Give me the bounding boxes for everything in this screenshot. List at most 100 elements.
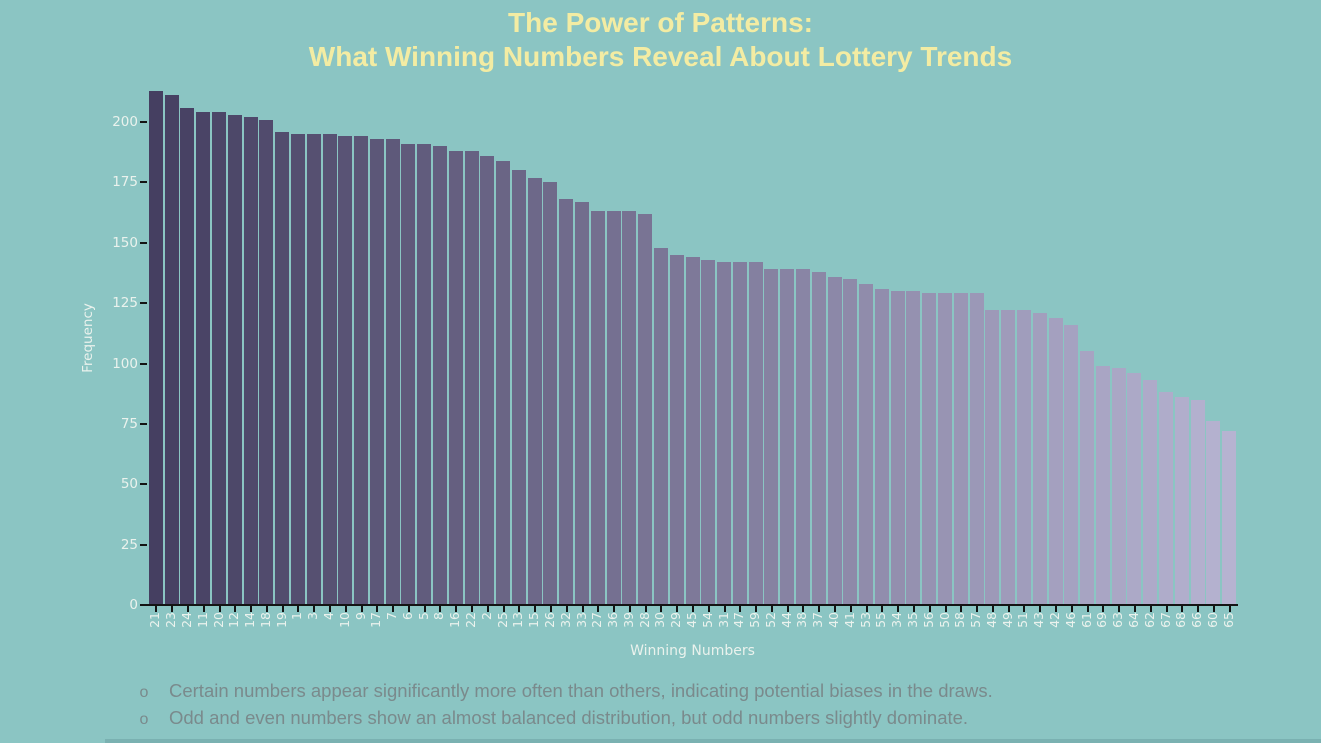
x-tick bbox=[534, 605, 537, 612]
bar-number-28 bbox=[638, 213, 653, 605]
x-tick bbox=[297, 605, 300, 612]
bar-number-49 bbox=[1001, 310, 1016, 605]
x-tick-label: 7 bbox=[384, 612, 400, 620]
x-tick bbox=[865, 605, 868, 612]
x-tick-label: 68 bbox=[1173, 612, 1189, 628]
bar-number-24 bbox=[180, 107, 195, 605]
x-tick-label: 69 bbox=[1094, 612, 1110, 628]
bar-number-18 bbox=[259, 119, 274, 605]
x-tick-label: 1 bbox=[289, 612, 305, 620]
x-tick bbox=[928, 605, 931, 612]
bar-number-31 bbox=[717, 262, 732, 605]
y-tick-label: 100 bbox=[112, 355, 138, 372]
x-tick bbox=[155, 605, 158, 612]
bar-number-43 bbox=[1032, 312, 1047, 605]
x-tick-label: 63 bbox=[1110, 612, 1126, 628]
bar-number-27 bbox=[590, 211, 605, 605]
x-tick-label: 52 bbox=[762, 612, 778, 628]
x-tick bbox=[770, 605, 773, 612]
x-tick-label: 58 bbox=[952, 612, 968, 628]
chart-title-line1: The Power of Patterns: bbox=[508, 7, 813, 38]
x-tick bbox=[628, 605, 631, 612]
x-tick bbox=[802, 605, 805, 612]
x-tick bbox=[881, 605, 884, 612]
bar-number-22 bbox=[464, 150, 479, 605]
y-tick-label: 200 bbox=[112, 114, 138, 130]
x-tick-label: 55 bbox=[873, 612, 889, 628]
y-tick-label: 50 bbox=[120, 476, 138, 493]
x-tick bbox=[818, 605, 821, 612]
bar-number-3 bbox=[306, 134, 321, 605]
x-tick-label: 50 bbox=[936, 612, 952, 628]
x-tick bbox=[186, 605, 189, 612]
x-tick-label: 40 bbox=[826, 612, 842, 628]
x-tick-label: 32 bbox=[557, 612, 573, 628]
x-tick bbox=[392, 605, 395, 612]
x-tick-label: 10 bbox=[336, 612, 352, 628]
x-tick bbox=[250, 605, 253, 612]
x-tick-label: 42 bbox=[1047, 612, 1063, 628]
bar-number-48 bbox=[985, 310, 1000, 605]
bar-number-55 bbox=[874, 288, 889, 605]
x-tick-label: 23 bbox=[163, 612, 179, 628]
bar-number-42 bbox=[1048, 317, 1063, 605]
x-tick bbox=[1165, 605, 1168, 612]
x-tick bbox=[912, 605, 915, 612]
x-tick bbox=[1039, 605, 1042, 612]
x-tick bbox=[502, 605, 505, 612]
bar-number-59 bbox=[748, 262, 763, 605]
x-tick bbox=[755, 605, 758, 612]
x-tick bbox=[991, 605, 994, 612]
y-tick-label: 0 bbox=[129, 597, 138, 613]
x-axis-label: Winning Numbers bbox=[630, 643, 755, 659]
x-tick-label: 21 bbox=[147, 612, 163, 628]
bar-number-21 bbox=[148, 90, 163, 605]
y-tick bbox=[140, 483, 147, 486]
bar-number-65 bbox=[1222, 431, 1237, 605]
bar-number-40 bbox=[827, 276, 842, 605]
bottom-edge-strip bbox=[105, 739, 1321, 743]
bar-number-16 bbox=[448, 150, 463, 605]
bar-number-2 bbox=[480, 155, 495, 605]
bar-number-44 bbox=[780, 269, 795, 605]
x-tick bbox=[376, 605, 379, 612]
x-tick-label: 64 bbox=[1125, 612, 1141, 628]
x-tick-label: 8 bbox=[431, 612, 447, 620]
bar-number-15 bbox=[527, 177, 542, 605]
x-tick bbox=[360, 605, 363, 612]
bullet-circle-icon: o bbox=[139, 711, 149, 728]
x-tick bbox=[1118, 605, 1121, 612]
y-tick-label: 75 bbox=[120, 415, 138, 432]
bar-number-41 bbox=[843, 278, 858, 605]
x-tick bbox=[455, 605, 458, 612]
x-tick-label: 44 bbox=[778, 612, 794, 628]
x-tick-label: 47 bbox=[731, 612, 747, 628]
bar-number-67 bbox=[1159, 392, 1173, 605]
x-tick bbox=[486, 605, 489, 612]
x-tick-label: 28 bbox=[636, 612, 652, 628]
x-tick-label: 37 bbox=[810, 612, 826, 628]
x-tick-label: 53 bbox=[857, 612, 873, 628]
x-tick bbox=[676, 605, 679, 612]
x-tick-label: 2 bbox=[478, 612, 494, 620]
bar-number-35 bbox=[906, 291, 921, 605]
x-tick-label: 49 bbox=[999, 612, 1015, 628]
x-tick-label: 3 bbox=[305, 612, 321, 620]
x-tick-label: 34 bbox=[889, 612, 905, 628]
x-tick bbox=[849, 605, 852, 612]
bar-number-66 bbox=[1190, 399, 1205, 605]
x-tick-label: 43 bbox=[1031, 612, 1047, 628]
x-tick bbox=[313, 605, 316, 612]
y-tick bbox=[140, 121, 147, 123]
x-tick bbox=[960, 605, 963, 612]
bar-number-53 bbox=[859, 283, 874, 605]
bar-number-32 bbox=[559, 199, 574, 605]
bar-number-13 bbox=[511, 170, 526, 605]
x-tick bbox=[1212, 605, 1215, 612]
bar-number-57 bbox=[969, 293, 984, 605]
x-tick bbox=[976, 605, 979, 612]
bar-number-29 bbox=[669, 254, 684, 605]
x-tick bbox=[660, 605, 663, 612]
x-tick-label: 46 bbox=[1062, 612, 1078, 628]
x-tick bbox=[1102, 605, 1105, 612]
